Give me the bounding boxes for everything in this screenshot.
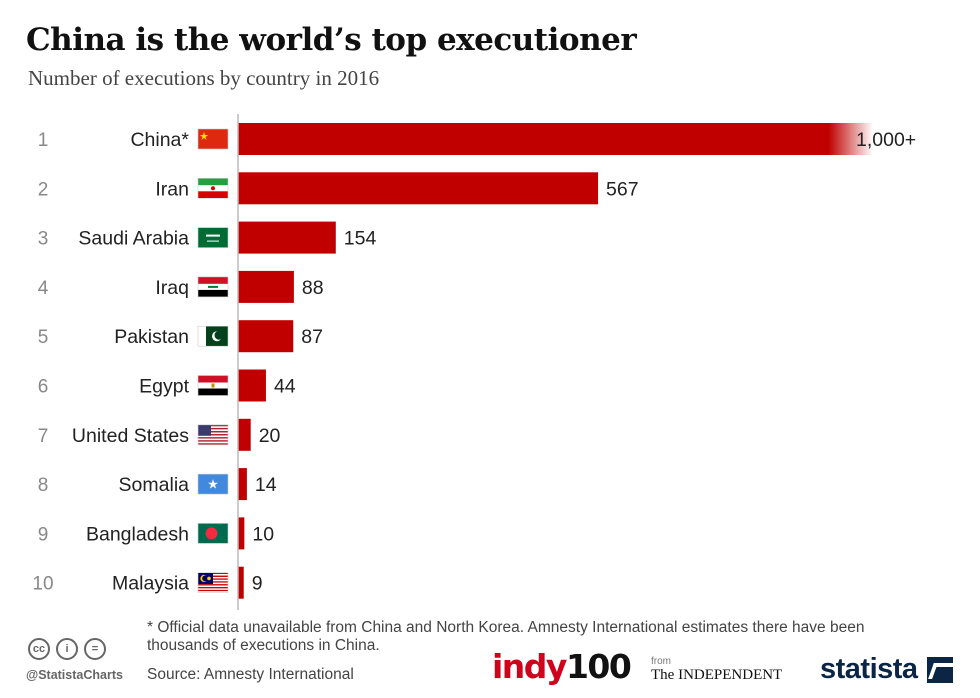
china-flag-icon — [197, 128, 229, 150]
bar — [238, 123, 873, 155]
bar — [238, 369, 266, 402]
value-label: 10 — [252, 523, 274, 545]
value-label: 20 — [259, 425, 281, 447]
bar-row: 1 China* 1,000+ — [38, 123, 916, 155]
category-label: Egypt — [139, 376, 189, 398]
bar-row: 3 Saudi Arabia 154 — [38, 221, 377, 254]
bar — [238, 270, 294, 303]
value-label: 87 — [301, 326, 323, 348]
category-label: China* — [130, 129, 189, 151]
rank-label: 3 — [38, 229, 49, 250]
twitter-handle: @StatistaCharts — [26, 668, 123, 682]
rank-label: 8 — [38, 475, 49, 496]
category-label: Iraq — [155, 277, 189, 299]
attribution-icon: i — [56, 638, 78, 660]
pakistan-flag-icon — [197, 325, 229, 347]
value-label: 154 — [344, 228, 377, 250]
category-label: United States — [72, 425, 189, 447]
bar-row: 10 Malaysia 9 — [32, 566, 263, 599]
bar-row: 4 Iraq 88 — [38, 270, 324, 303]
value-label: 44 — [274, 376, 296, 398]
indy100-logo: indy100 — [492, 647, 632, 686]
somalia-flag-icon — [197, 473, 229, 495]
footnote: * Official data unavailable from China a… — [147, 619, 865, 654]
license-icons: cc i = — [28, 638, 106, 660]
value-label: 88 — [302, 277, 324, 299]
category-label: Malaysia — [112, 573, 189, 595]
bar-row: 2 Iran 567 — [38, 172, 639, 205]
bar — [238, 468, 247, 501]
category-label: Bangladesh — [86, 523, 189, 545]
value-label: 9 — [252, 573, 263, 595]
bar — [238, 418, 251, 451]
logo-from-label: from — [651, 656, 671, 667]
category-label: Pakistan — [114, 326, 189, 348]
united-states-flag-icon — [197, 424, 229, 446]
rank-label: 10 — [32, 574, 53, 595]
chart-subtitle: Number of executions by country in 2016 — [28, 66, 380, 90]
indy100-logo-part1: indy — [492, 647, 567, 686]
bar — [238, 517, 245, 550]
malaysia-flag-icon — [197, 572, 229, 594]
statista-logo: statista — [820, 653, 918, 685]
bar — [238, 320, 294, 353]
rank-label: 2 — [38, 179, 49, 200]
category-label: Somalia — [119, 474, 190, 496]
egypt-flag-icon — [197, 375, 229, 396]
bar — [238, 566, 244, 599]
value-label: 1,000+ — [856, 129, 916, 151]
rank-label: 6 — [38, 377, 49, 398]
chart-title: China is the world’s top executioner — [26, 22, 637, 58]
statista-logo-mark-icon — [927, 657, 953, 683]
bar-row: 7 United States 20 — [38, 418, 281, 451]
bar-row: 6 Egypt 44 — [38, 369, 296, 402]
bar-row: 5 Pakistan 87 — [38, 320, 323, 353]
rank-label: 7 — [38, 426, 49, 447]
saudi-arabia-flag-icon — [197, 227, 229, 248]
rank-label: 1 — [38, 130, 49, 151]
no-derivatives-icon: = — [84, 638, 106, 660]
rank-label: 9 — [38, 524, 49, 545]
bar-row: 8 Somalia 14 — [38, 468, 277, 501]
the-independent-logo: The INDEPENDENT — [651, 667, 783, 683]
creative-commons-icon: cc — [28, 638, 50, 660]
value-label: 14 — [255, 474, 277, 496]
value-label: 567 — [606, 178, 639, 200]
bar-row: 9 Bangladesh 10 — [38, 517, 274, 550]
category-label: Saudi Arabia — [78, 228, 189, 250]
category-label: Iran — [155, 178, 189, 200]
rank-label: 5 — [38, 327, 49, 348]
indy100-logo-part2: 100 — [565, 647, 632, 686]
bangladesh-flag-icon — [197, 523, 229, 544]
bar — [238, 172, 599, 205]
rank-label: 4 — [38, 278, 49, 299]
iran-flag-icon — [197, 178, 229, 199]
source-note: Source: Amnesty International — [147, 666, 354, 683]
bar — [238, 221, 336, 254]
iraq-flag-icon — [197, 276, 229, 298]
